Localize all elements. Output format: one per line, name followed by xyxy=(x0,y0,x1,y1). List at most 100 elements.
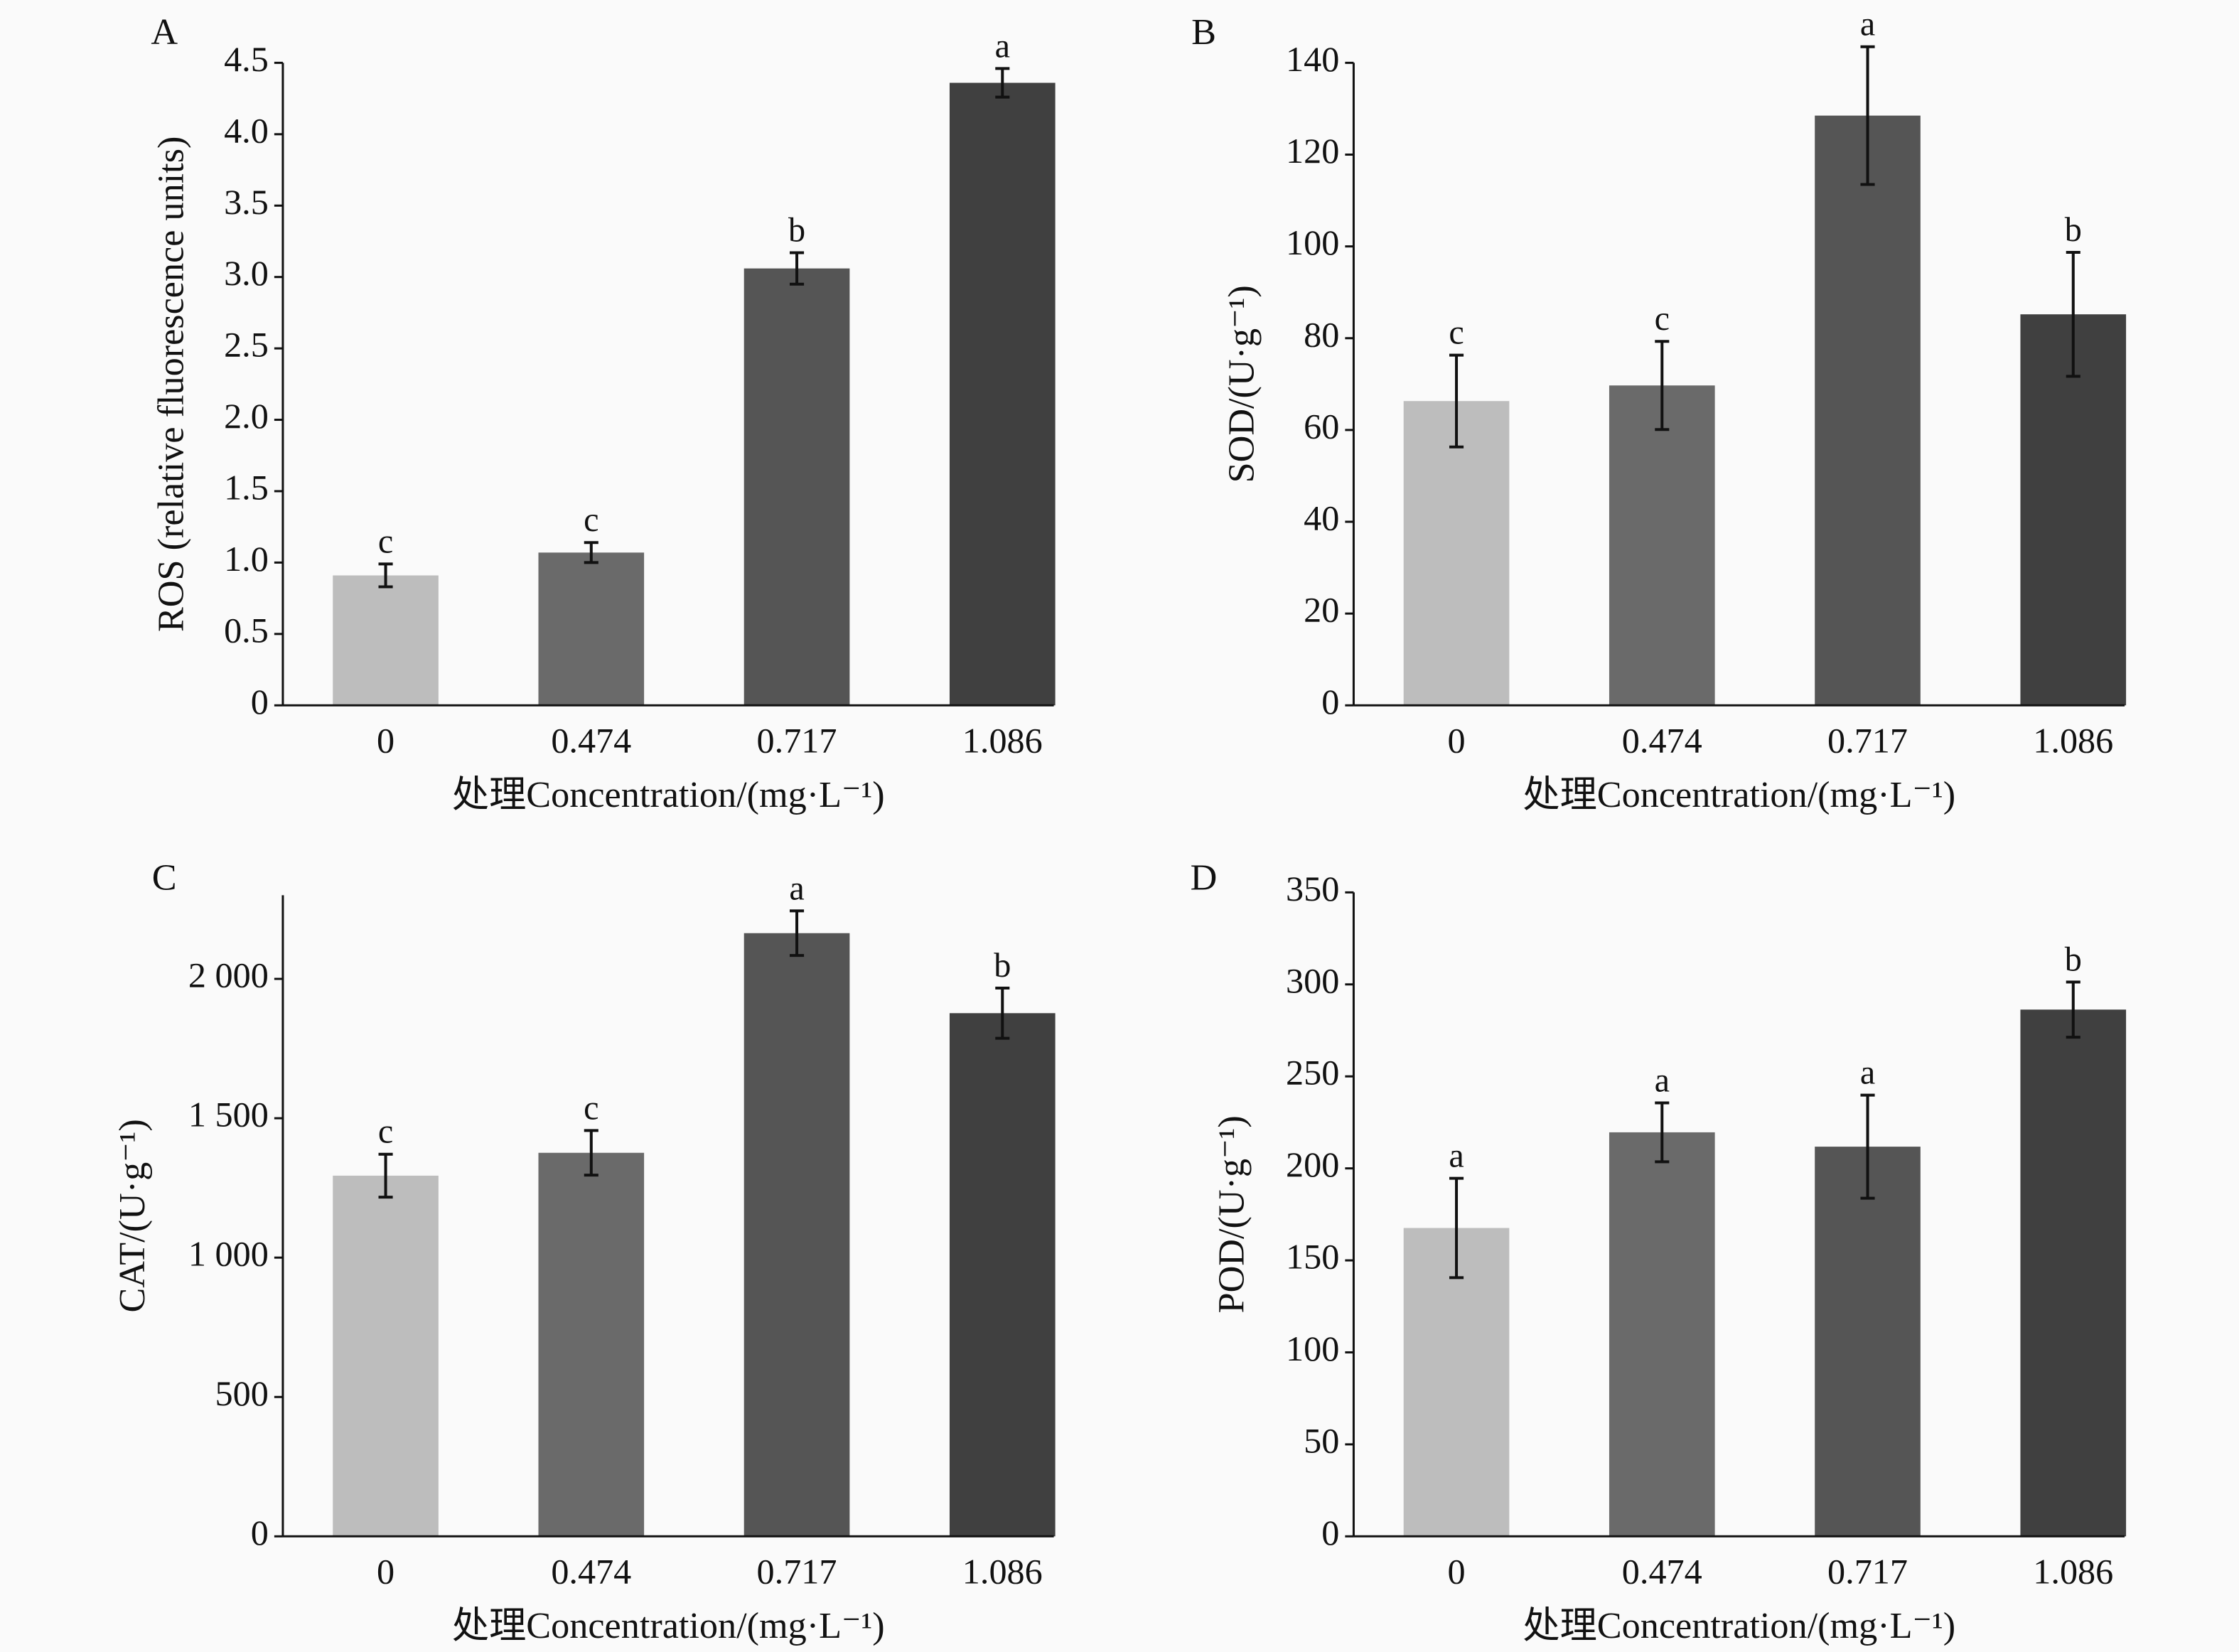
y-tick-label: 3.5 xyxy=(224,182,269,222)
x-tick-label: 0.474 xyxy=(1622,721,1702,761)
bar xyxy=(538,552,645,706)
error-bar xyxy=(790,251,805,286)
y-tick-label: 200 xyxy=(1286,1144,1339,1184)
error-bar xyxy=(1655,340,1670,431)
y-tick-label: 0.5 xyxy=(224,610,269,650)
significance-letter: a xyxy=(995,27,1010,65)
y-tick-label: 0 xyxy=(1321,1513,1339,1552)
x-tick-label: 1.086 xyxy=(2033,721,2113,761)
y-tick-label: 80 xyxy=(1304,314,1339,354)
bar xyxy=(949,82,1056,706)
x-axis-title: 处理Concentration/(mg·L⁻¹) xyxy=(1523,774,1955,815)
significance-letter: a xyxy=(1860,6,1875,43)
significance-letter: a xyxy=(1860,1054,1875,1092)
bar xyxy=(949,1013,1056,1537)
panel-label: C xyxy=(152,857,177,898)
x-tick-label: 0.474 xyxy=(1622,1552,1702,1592)
y-axis-title: SOD/(U·g⁻¹) xyxy=(1221,285,1262,483)
y-tick-label: 120 xyxy=(1286,131,1339,171)
x-tick-label: 0 xyxy=(377,1552,394,1592)
error-bar xyxy=(1860,45,1875,186)
bar xyxy=(1815,1147,1921,1537)
bar xyxy=(2020,1009,2127,1537)
significance-letter: b xyxy=(994,947,1011,985)
y-tick-label: 20 xyxy=(1304,590,1339,630)
y-tick-label: 50 xyxy=(1304,1420,1339,1460)
y-tick-label: 100 xyxy=(1286,1329,1339,1368)
error-bar xyxy=(1449,1176,1464,1280)
significance-letter: c xyxy=(1449,314,1464,352)
panel-D: Da 0 a 0.474 a 0.717 b 1.086 0 50 100 150 200 250 300 3… xyxy=(1191,857,2127,1646)
y-tick-label: 150 xyxy=(1286,1237,1339,1277)
bar xyxy=(1609,385,1715,706)
x-tick-label: 1.086 xyxy=(962,721,1043,761)
x-tick-label: 0 xyxy=(1447,721,1465,761)
y-tick-label: 100 xyxy=(1286,222,1339,262)
significance-letter: b xyxy=(2065,940,2082,978)
y-tick-label: 350 xyxy=(1286,869,1339,908)
y-tick-label: 0 xyxy=(251,682,269,722)
bar xyxy=(2020,314,2127,706)
error-bar xyxy=(2066,251,2080,378)
panel-label: A xyxy=(151,11,178,53)
error-bar xyxy=(995,986,1010,1040)
y-axis-title: POD/(U·g⁻¹) xyxy=(1211,1115,1252,1313)
error-bar xyxy=(584,1129,598,1177)
y-tick-label: 3.0 xyxy=(224,253,269,293)
y-tick-label: 4.5 xyxy=(224,39,269,79)
significance-letter: a xyxy=(789,869,804,907)
bar xyxy=(743,933,850,1537)
y-tick-label: 60 xyxy=(1304,406,1339,446)
y-axis-title: ROS (relative fluorescence units) xyxy=(150,136,191,632)
y-tick-label: 2 000 xyxy=(188,955,269,995)
x-tick-label: 0 xyxy=(1447,1552,1465,1592)
error-bar xyxy=(584,541,598,564)
y-tick-label: 40 xyxy=(1304,498,1339,538)
bar xyxy=(1815,115,1921,706)
x-tick-label: 1.086 xyxy=(2033,1552,2113,1592)
x-tick-label: 0.717 xyxy=(1827,1552,1908,1592)
significance-letter: a xyxy=(1655,1061,1670,1099)
x-axis-title: 处理Concentration/(mg·L⁻¹) xyxy=(452,774,885,815)
y-tick-label: 4.0 xyxy=(224,110,269,150)
panel-B: Bc 0 c 0.474 a 0.717 b 1.086 0 20 40 60 80 100 120 140 处… xyxy=(1191,6,2127,815)
bar xyxy=(1403,1228,1510,1537)
y-tick-label: 500 xyxy=(215,1373,269,1413)
error-bar xyxy=(378,1152,393,1199)
significance-letter: c xyxy=(584,1089,598,1127)
bar xyxy=(333,1175,439,1537)
x-axis-title: 处理Concentration/(mg·L⁻¹) xyxy=(452,1605,885,1646)
y-tick-label: 1.0 xyxy=(224,539,269,579)
x-tick-label: 0.717 xyxy=(757,721,837,761)
x-tick-label: 1.086 xyxy=(962,1552,1043,1592)
y-tick-label: 0 xyxy=(1321,682,1339,722)
significance-letter: c xyxy=(378,1113,393,1151)
significance-letter: c xyxy=(584,501,598,539)
bar xyxy=(743,268,850,706)
y-tick-label: 1 500 xyxy=(188,1095,269,1135)
x-tick-label: 0.474 xyxy=(551,721,631,761)
error-bar xyxy=(1449,353,1464,449)
y-tick-label: 1.5 xyxy=(224,467,269,507)
error-bar xyxy=(1860,1093,1875,1200)
y-tick-label: 300 xyxy=(1286,960,1339,1000)
panel-A: Ac 0 c 0.474 b 0.717 a 1.086 0 0.5 1.0 1.5 2.0 2.5 3.0… xyxy=(150,11,1056,815)
y-tick-label: 2.0 xyxy=(224,396,269,436)
error-bar xyxy=(995,67,1010,99)
panel-label: D xyxy=(1191,857,1218,898)
y-tick-label: 0 xyxy=(251,1513,269,1552)
significance-letter: b xyxy=(788,211,805,249)
bar xyxy=(538,1152,645,1537)
x-tick-label: 0.717 xyxy=(757,1552,837,1592)
x-tick-label: 0 xyxy=(377,721,394,761)
significance-letter: c xyxy=(1655,300,1670,338)
error-bar xyxy=(1655,1101,1670,1164)
panel-C: Cc 0 c 0.474 a 0.717 b 1.086 0 500 1 000 1 500 2 000… xyxy=(112,857,1056,1646)
x-axis-title: 处理Concentration/(mg·L⁻¹) xyxy=(1523,1605,1955,1646)
bar xyxy=(1609,1132,1715,1537)
x-tick-label: 0.717 xyxy=(1827,721,1908,761)
y-tick-label: 250 xyxy=(1286,1053,1339,1093)
y-tick-label: 140 xyxy=(1286,39,1339,79)
y-tick-label: 1 000 xyxy=(188,1234,269,1274)
